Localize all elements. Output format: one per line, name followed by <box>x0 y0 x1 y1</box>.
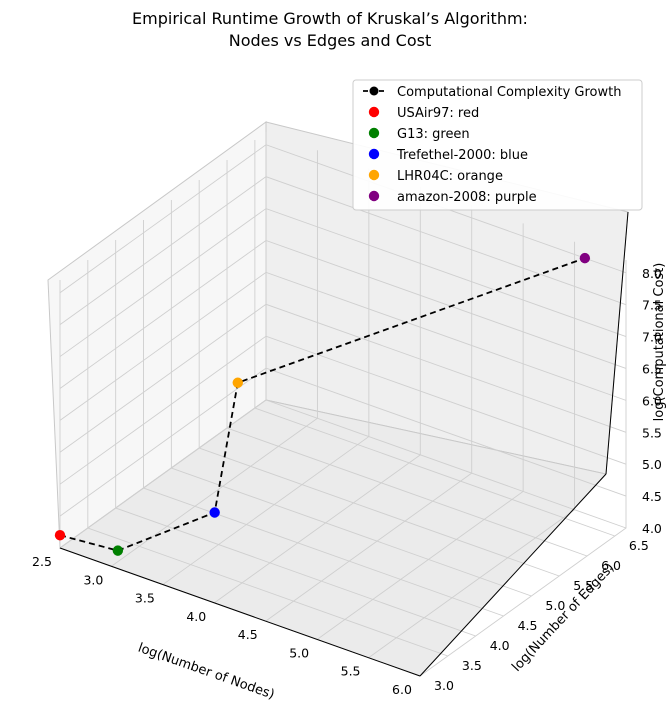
x-tick-label: 6.0 <box>392 682 412 697</box>
z-grid-line <box>59 335 627 485</box>
y-tick-label: 4.0 <box>490 638 510 653</box>
data-point <box>232 377 243 388</box>
axis-lines <box>59 211 629 677</box>
x-tick-label: 2.5 <box>32 554 52 569</box>
y-tick-label: 3.0 <box>434 678 454 693</box>
chart-title: Empirical Runtime Growth of Kruskal’s Al… <box>132 9 528 28</box>
z-tick-label: 4.5 <box>642 489 662 504</box>
legend-line-dot <box>369 86 379 96</box>
legend: Computational Complexity Growth USAir97: … <box>352 79 643 211</box>
legend-point-marker <box>368 106 380 118</box>
z-grid-line <box>59 176 627 326</box>
z-grid-line <box>59 239 627 389</box>
z-axis-line <box>605 211 629 475</box>
z-grid-line <box>59 303 627 453</box>
x-tick-label: 4.0 <box>186 609 206 624</box>
x-axis-label: log(Number of Nodes) <box>136 641 276 703</box>
z-tick-label: 5.0 <box>642 457 662 472</box>
legend-label: G13: green <box>397 127 470 142</box>
legend-items: Computational Complexity Growth USAir97: … <box>363 85 621 205</box>
data-point <box>54 530 66 541</box>
z-tick-label: 7.0 <box>642 330 662 345</box>
legend-point-marker <box>368 127 380 139</box>
x-tick-label: 5.5 <box>341 664 361 679</box>
z-tick-label: 6.5 <box>642 361 662 376</box>
x-tick-label: 4.5 <box>238 627 258 642</box>
y-tick-label: 5.5 <box>573 578 593 593</box>
z-tick-label: 6.0 <box>642 393 662 408</box>
legend-label: Trefethel-2000: blue <box>396 148 528 163</box>
grid-lines <box>59 132 627 677</box>
y-tick-label: 6.5 <box>629 538 649 553</box>
data-point <box>209 507 220 518</box>
legend-label: USAir97: red <box>397 106 479 121</box>
legend-point-marker <box>368 190 380 202</box>
legend-point-marker <box>368 169 380 181</box>
y-tick-label: 4.5 <box>518 618 538 633</box>
y-axis-line <box>419 473 607 677</box>
legend-label: LHR04C: orange <box>397 169 503 184</box>
x-tick-label: 5.0 <box>289 645 309 660</box>
chart-subtitle: Nodes vs Edges and Cost <box>229 31 432 50</box>
data-point <box>112 545 124 556</box>
z-grid-line <box>59 271 627 421</box>
z-tick-label: 7.5 <box>642 298 662 313</box>
y-tick-label: 5.0 <box>545 598 565 613</box>
tick-labels: 2.5 3.0 3.5 4.0 4.5 5.0 5.5 6.0 3.0 3.5 4.0 4.5 5.0 5… <box>32 266 662 697</box>
y-tick-label: 6.0 <box>601 558 621 573</box>
x-tick-label: 3.5 <box>135 591 155 606</box>
z-axis-label: log(Computational Cost) <box>652 263 667 422</box>
y-tick-label: 3.5 <box>462 658 482 673</box>
z-grid-line <box>59 367 627 517</box>
z-grid-line <box>59 399 627 549</box>
z-grid-line <box>59 144 627 294</box>
z-tick-label: 8.0 <box>642 266 662 281</box>
z-grid-line <box>59 208 627 357</box>
data-series <box>54 252 591 556</box>
legend-point-marker <box>368 148 380 160</box>
z-tick-label: 5.5 <box>642 425 662 440</box>
x-axis-line <box>59 547 421 677</box>
data-point <box>579 252 591 264</box>
legend-box <box>352 79 643 211</box>
x-tick-label: 3.0 <box>83 572 103 587</box>
legend-label: Computational Complexity Growth <box>397 85 621 100</box>
legend-label: amazon-2008: purple <box>397 190 537 205</box>
z-tick-label: 4.0 <box>642 521 662 536</box>
